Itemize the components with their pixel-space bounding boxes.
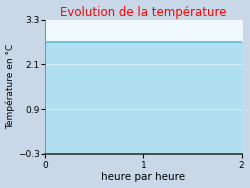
Y-axis label: Température en °C: Température en °C <box>6 44 15 129</box>
X-axis label: heure par heure: heure par heure <box>102 172 186 182</box>
Title: Evolution de la température: Evolution de la température <box>60 6 227 19</box>
